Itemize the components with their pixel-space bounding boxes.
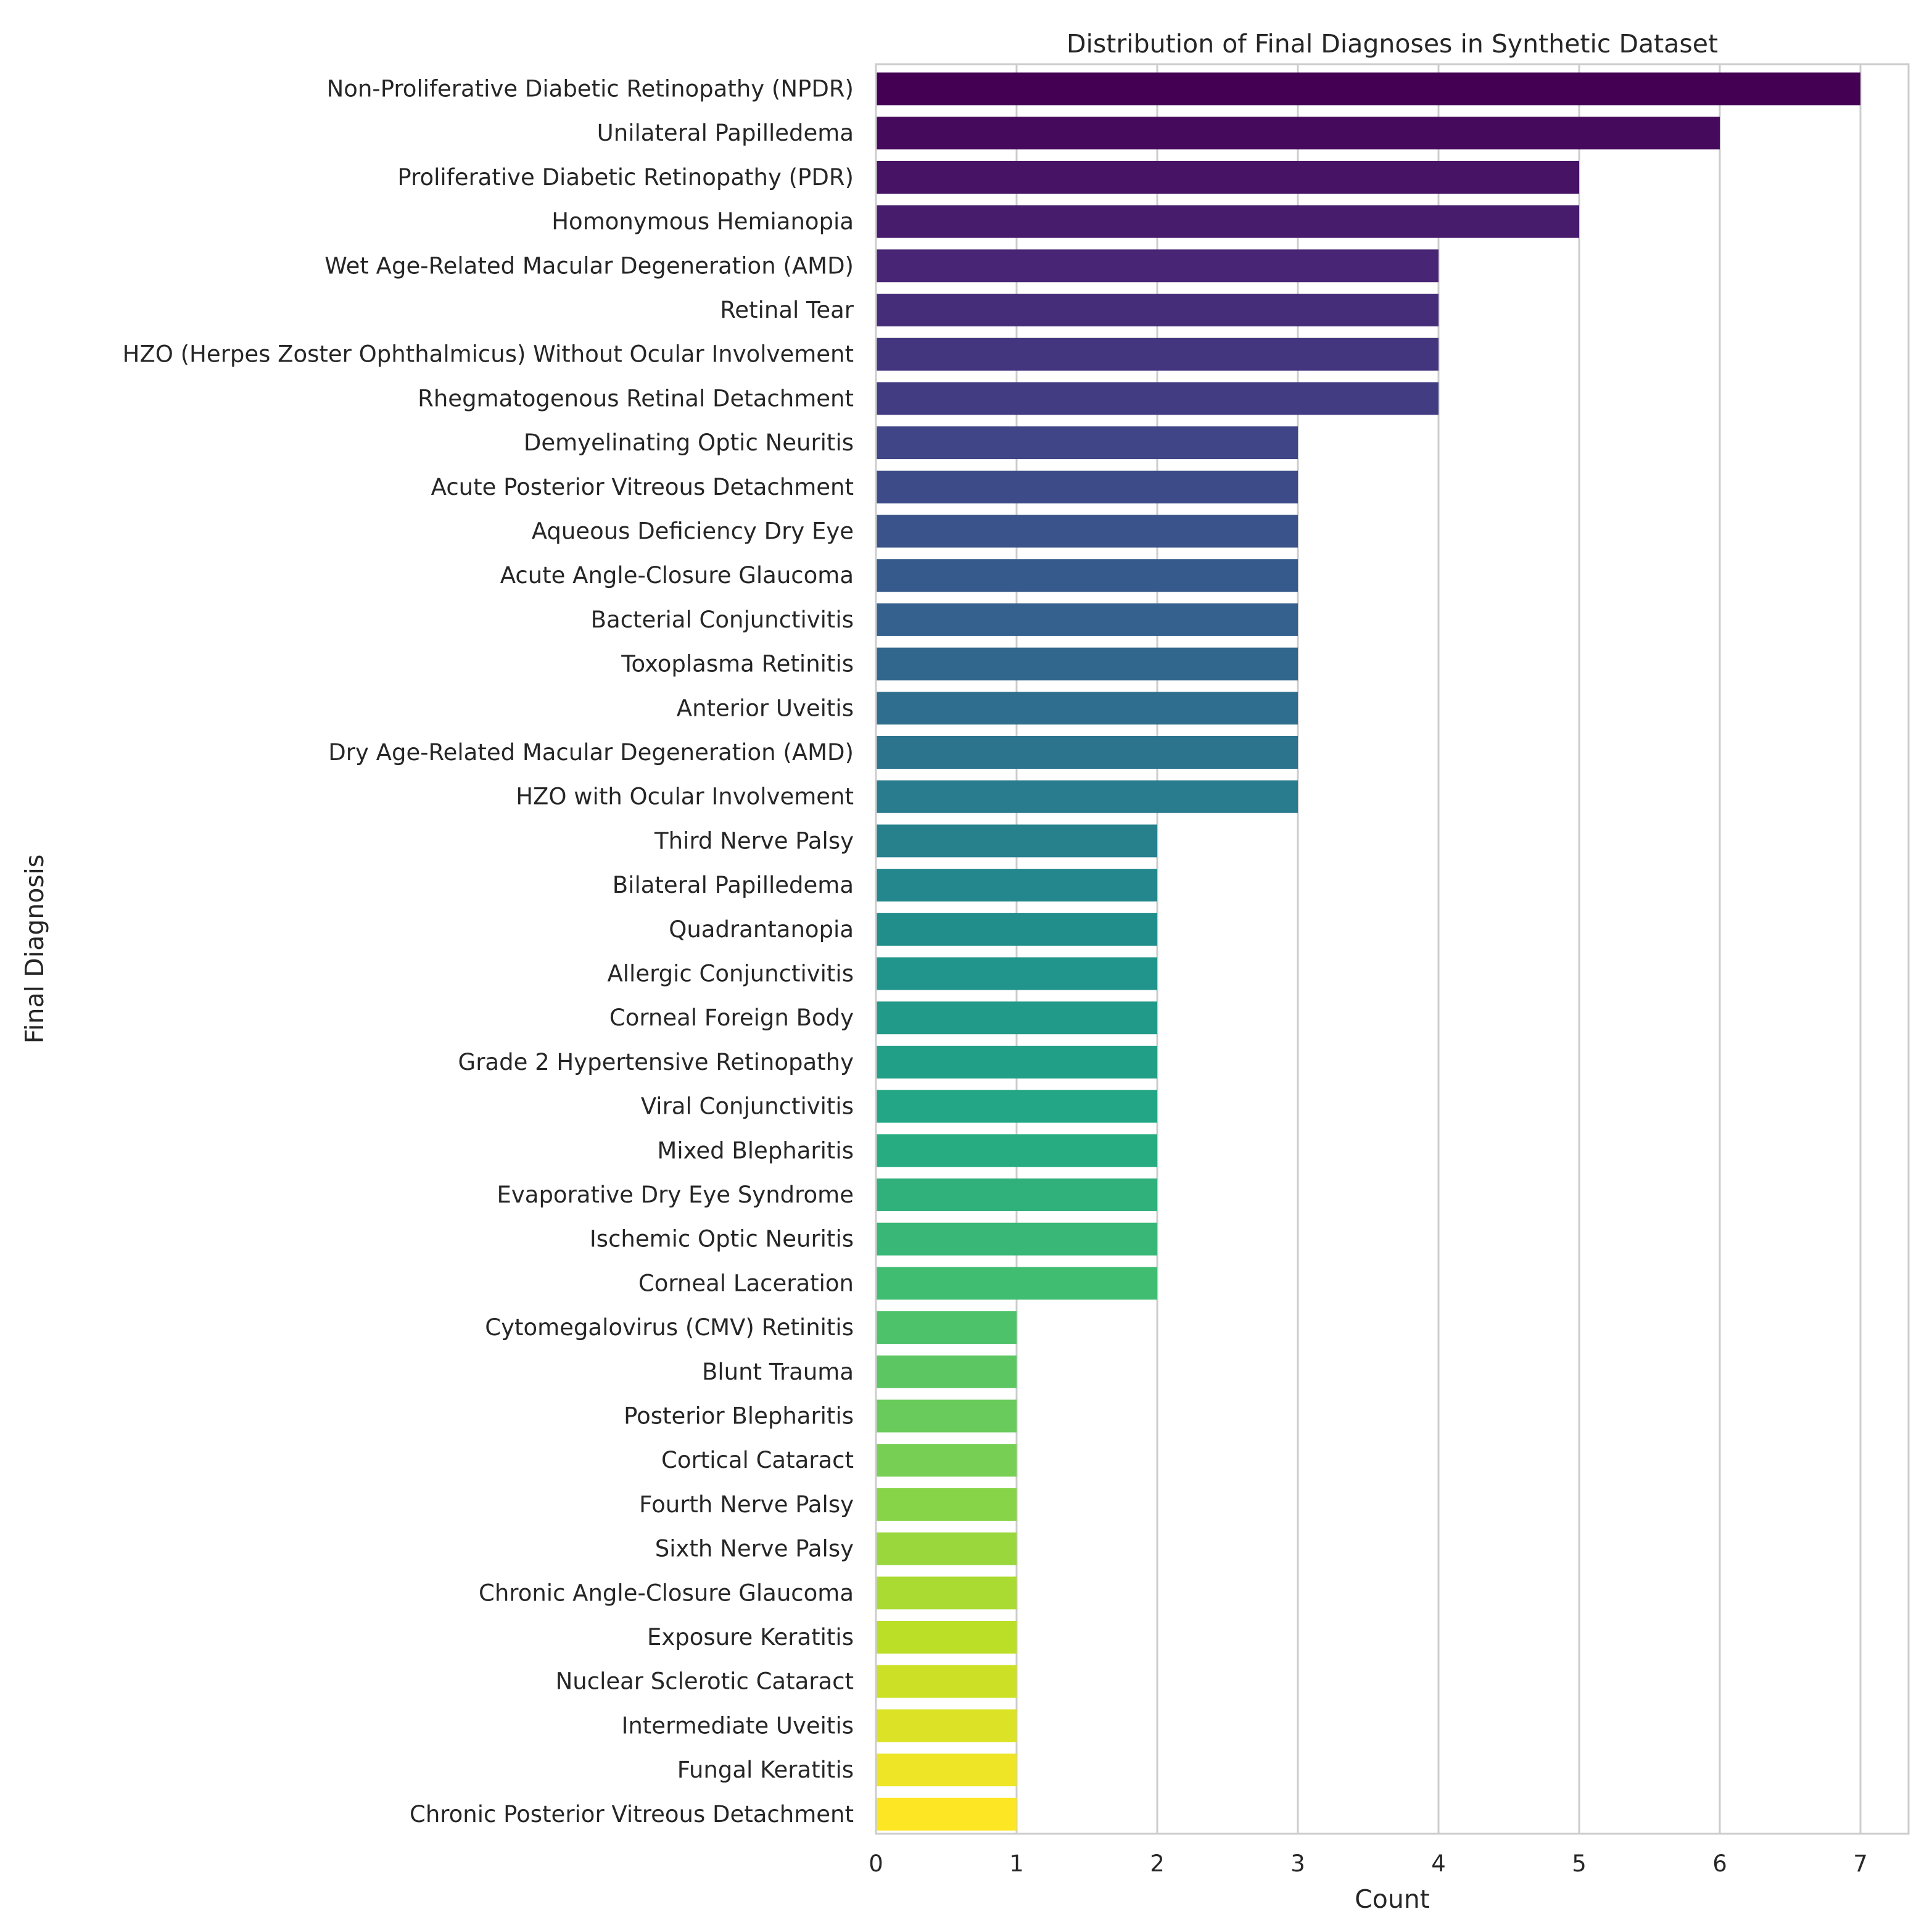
y-tick-label: Retinal Tear <box>720 297 854 323</box>
x-tick-label: 4 <box>1431 1850 1446 1877</box>
y-tick-label: Anterior Uveitis <box>677 695 854 721</box>
bars <box>876 72 1860 1831</box>
bar <box>876 160 1579 194</box>
y-tick-label: Unilateral Papilledema <box>597 120 854 146</box>
bar <box>876 1709 1017 1742</box>
bar <box>876 1178 1157 1211</box>
bar <box>876 1444 1017 1477</box>
x-tick-label: 5 <box>1572 1850 1587 1877</box>
bar <box>876 692 1298 725</box>
bar <box>876 515 1298 548</box>
y-tick-label: HZO with Ocular Involvement <box>516 784 854 810</box>
bar <box>876 1399 1017 1433</box>
y-tick-label: Viral Conjunctivitis <box>641 1093 854 1120</box>
y-tick-label: Mixed Blepharitis <box>657 1137 854 1164</box>
bar <box>876 603 1298 636</box>
bar <box>876 1222 1157 1256</box>
y-tick-label: Bilateral Papilledema <box>613 872 854 898</box>
bar <box>876 426 1298 460</box>
x-tick-label: 6 <box>1712 1850 1727 1877</box>
y-tick-label: Sixth Nerve Palsy <box>655 1536 854 1562</box>
x-tick-label: 1 <box>1009 1850 1024 1877</box>
y-axis-label: Final Diagnosis <box>20 855 49 1044</box>
bar <box>876 957 1157 990</box>
y-tick-label: Fungal Keratitis <box>677 1757 854 1783</box>
bar <box>876 1134 1157 1167</box>
bar <box>876 294 1439 326</box>
bar <box>876 736 1298 769</box>
x-tick-labels: 0 1 2 3 4 5 6 7 <box>869 1850 1868 1877</box>
y-tick-label: Allergic Conjunctivitis <box>607 961 854 987</box>
y-tick-label: Acute Angle-Closure Glaucoma <box>500 562 854 589</box>
bar <box>876 1665 1017 1698</box>
bar <box>876 382 1439 415</box>
y-tick-label: Grade 2 Hypertensive Retinopathy <box>458 1049 854 1075</box>
y-tick-label: Acute Posterior Vitreous Detachment <box>431 474 854 500</box>
y-tick-labels: Non-Proliferative Diabetic Retinopathy (… <box>123 76 854 1828</box>
bar <box>876 780 1298 813</box>
bar <box>876 1090 1157 1123</box>
bar <box>876 1754 1017 1787</box>
y-tick-label: Posterior Blepharitis <box>624 1403 854 1430</box>
y-tick-label: Homonymous Hemianopia <box>551 209 854 235</box>
y-tick-label: Wet Age-Related Macular Degeneration (AM… <box>324 252 854 279</box>
bar <box>876 249 1439 283</box>
bar <box>876 1311 1017 1344</box>
x-tick-label: 2 <box>1150 1850 1165 1877</box>
bar <box>876 647 1298 681</box>
bar <box>876 869 1157 902</box>
y-tick-label: Cytomegalovirus (CMV) Retinitis <box>485 1314 854 1341</box>
bar <box>876 1532 1017 1565</box>
y-tick-label: Bacterial Conjunctivitis <box>591 607 854 633</box>
x-tick-label: 7 <box>1853 1850 1868 1877</box>
bar <box>876 1576 1017 1610</box>
y-tick-label: Nuclear Sclerotic Cataract <box>556 1668 854 1695</box>
y-tick-label: Corneal Laceration <box>638 1270 854 1296</box>
y-tick-label: Cortical Cataract <box>661 1447 854 1473</box>
x-axis-label: Count <box>1355 1884 1430 1914</box>
y-tick-label: Non-Proliferative Diabetic Retinopathy (… <box>327 76 854 102</box>
y-tick-label: Aqueous Deficiency Dry Eye <box>532 518 854 545</box>
bar <box>876 1355 1017 1388</box>
y-tick-label: Rhegmatogenous Retinal Detachment <box>418 385 854 412</box>
x-tick-label: 0 <box>869 1850 883 1877</box>
bar <box>876 470 1298 503</box>
y-tick-label: Exposure Keratitis <box>647 1624 854 1650</box>
bar <box>876 72 1860 106</box>
bar <box>876 1045 1157 1079</box>
y-tick-label: Demyelinating Optic Neuritis <box>524 429 854 456</box>
bar <box>876 1797 1017 1831</box>
bar <box>876 824 1157 858</box>
y-tick-label: Ischemic Optic Neuritis <box>590 1226 854 1253</box>
y-tick-label: Fourth Nerve Palsy <box>639 1491 854 1518</box>
y-tick-label: Chronic Posterior Vitreous Detachment <box>410 1801 854 1828</box>
bar <box>876 117 1720 150</box>
y-tick-label: Chronic Angle-Closure Glaucoma <box>479 1580 854 1606</box>
x-tick-label: 3 <box>1290 1850 1305 1877</box>
bar <box>876 1621 1017 1654</box>
bar <box>876 338 1439 371</box>
plot-frame <box>875 63 1910 1835</box>
y-tick-label: Corneal Foreign Body <box>609 1004 854 1031</box>
y-tick-label: Toxoplasma Retinitis <box>621 651 854 677</box>
y-tick-label: Quadrantanopia <box>669 916 854 943</box>
y-tick-label: Evaporative Dry Eye Syndrome <box>497 1182 854 1208</box>
bar <box>876 1488 1017 1521</box>
y-tick-label: HZO (Herpes Zoster Ophthalmicus) Without… <box>123 341 854 368</box>
y-tick-label: Blunt Trauma <box>702 1359 854 1385</box>
y-tick-label: Dry Age-Related Macular Degeneration (AM… <box>328 739 854 766</box>
bar <box>876 1001 1157 1035</box>
bar <box>876 1267 1157 1300</box>
bar <box>876 913 1157 946</box>
bar <box>876 559 1298 592</box>
bar <box>876 205 1579 238</box>
chart-title: Distribution of Final Diagnoses in Synth… <box>1067 29 1718 59</box>
y-tick-label: Third Nerve Palsy <box>654 827 854 854</box>
y-tick-label: Proliferative Diabetic Retinopathy (PDR) <box>397 164 854 191</box>
y-tick-label: Intermediate Uveitis <box>621 1712 854 1739</box>
